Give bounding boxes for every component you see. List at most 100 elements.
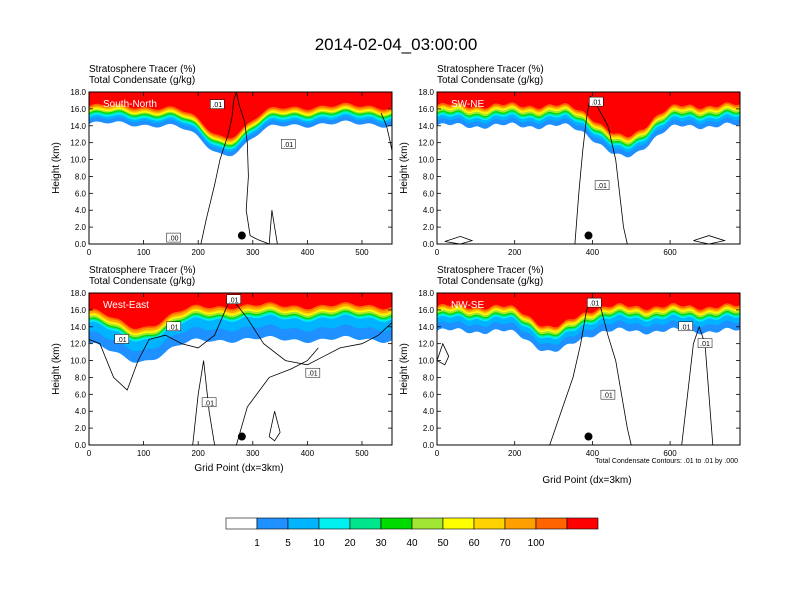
colorbar-swatch	[566, 517, 599, 530]
colorbar-label: 60	[468, 538, 480, 549]
x-tick-label: 400	[301, 449, 315, 458]
y-tick-label: 8.0	[423, 172, 435, 181]
contour-label-box	[166, 321, 181, 332]
y-tick-label: 10.0	[418, 357, 434, 366]
colorbar-swatch	[535, 517, 568, 530]
condensate-contour	[693, 235, 727, 244]
band-100pct	[89, 92, 392, 139]
y-tick-label: 6.0	[75, 189, 87, 198]
x-tick-label: 300	[246, 449, 260, 458]
colorbar-swatch	[225, 517, 258, 530]
colorbar-swatch	[380, 517, 413, 530]
panel-label: South-North	[103, 99, 157, 110]
colorbar-swatch	[442, 517, 475, 530]
condensate-contour	[437, 342, 450, 366]
contour-label: .00	[169, 236, 179, 243]
x-tick-label: 400	[586, 248, 600, 257]
condensate-contour	[268, 411, 281, 442]
y-tick-label: 2.0	[423, 424, 435, 433]
y-tick-label: 16.0	[418, 306, 434, 315]
contour-label-box	[697, 338, 713, 348]
contour-label-box	[589, 96, 604, 107]
y-tick-label: 16.0	[70, 306, 86, 315]
x-tick-label: 200	[192, 449, 206, 458]
y-tick-label: 18.0	[70, 88, 86, 97]
contour-label: .01	[681, 324, 691, 331]
tracer-field	[89, 293, 392, 445]
contour-label-box	[587, 297, 602, 308]
contour-label-box	[114, 334, 130, 344]
tracer-field	[437, 92, 740, 244]
y-tick-label: 10.0	[70, 156, 86, 165]
tracer-field	[89, 92, 392, 244]
colorbar-label: 70	[499, 538, 511, 549]
y-tick-label: 2.0	[75, 424, 87, 433]
x-tick-label: 300	[246, 248, 260, 257]
colorbar-label: 40	[406, 538, 418, 549]
band-100pct	[437, 293, 740, 328]
y-tick-label: 18.0	[418, 88, 434, 97]
colorbar-swatch	[349, 517, 382, 530]
condensate-contour	[268, 210, 278, 244]
y-tick-label: 10.0	[418, 156, 434, 165]
y-tick-label: 16.0	[418, 105, 434, 114]
plot-frame	[436, 292, 741, 446]
x-tick-label: 0	[435, 248, 440, 257]
contour-label-box	[201, 397, 217, 408]
y-tick-label: 14.0	[70, 122, 86, 131]
y-axis-label: Height (km)	[399, 142, 410, 194]
x-tick-label: 500	[355, 449, 369, 458]
panel-title-condensate: Total Condensate (g/kg)	[437, 75, 543, 86]
y-axis-label: Height (km)	[399, 343, 410, 395]
y-tick-label: 12.0	[418, 340, 434, 349]
y-tick-label: 8.0	[423, 373, 435, 382]
panel-title-condensate: Total Condensate (g/kg)	[437, 276, 543, 287]
y-tick-label: 4.0	[75, 407, 87, 416]
condensate-contour	[380, 112, 392, 152]
panel-title-tracer: Stratosphere Tracer (%)	[437, 64, 544, 75]
y-tick-label: 2.0	[75, 223, 87, 232]
contour-label-box	[305, 367, 321, 378]
contour-label: .01	[212, 102, 222, 109]
x-tick-label: 200	[508, 248, 522, 257]
colorbar-label: 100	[528, 538, 545, 549]
y-tick-label: 18.0	[418, 289, 434, 298]
y-tick-label: 10.0	[70, 357, 86, 366]
tracer-field	[437, 293, 740, 445]
y-tick-label: 8.0	[75, 172, 87, 181]
panel-label: NW-SE	[451, 300, 484, 311]
colorbar-label: 5	[285, 538, 291, 549]
y-tick-label: 0.0	[423, 441, 435, 450]
y-tick-label: 14.0	[418, 323, 434, 332]
x-tick-label: 0	[435, 449, 440, 458]
y-tick-label: 4.0	[423, 206, 435, 215]
contour-label: .01	[204, 400, 214, 407]
cross-section-marker	[584, 231, 593, 240]
x-tick-label: 100	[137, 449, 151, 458]
colorbar-swatch	[473, 517, 506, 530]
x-tick-label: 600	[663, 248, 677, 257]
colorbar-swatch	[411, 517, 444, 530]
panel-nw-se: Stratosphere Tracer (%)Total Condensate …	[399, 265, 741, 458]
y-tick-label: 4.0	[75, 206, 87, 215]
plot-frame	[88, 292, 393, 446]
colorbar-label: 10	[313, 538, 325, 549]
cross-section-marker	[237, 231, 246, 240]
x-tick-label: 500	[355, 248, 369, 257]
condensate-contour	[681, 325, 714, 445]
panel-title-tracer: Stratosphere Tracer (%)	[437, 265, 544, 276]
y-tick-label: 6.0	[423, 390, 435, 399]
colorbar: 1 5 10 20 30 40 50 60 70 100	[225, 517, 599, 549]
panel-title-tracer: Stratosphere Tracer (%)	[89, 64, 196, 75]
cross-section-marker	[237, 432, 246, 441]
x-tick-label: 0	[87, 449, 92, 458]
contour-label: .01	[308, 371, 318, 378]
plot-frame	[88, 91, 393, 245]
condensate-contour	[89, 296, 392, 391]
colorbar-swatch	[256, 517, 289, 530]
y-tick-label: 2.0	[423, 223, 435, 232]
figure-title: 2014-02-04_03:00:00	[315, 35, 478, 54]
colorbar-swatch	[504, 517, 537, 530]
contour-label: .01	[283, 142, 293, 149]
